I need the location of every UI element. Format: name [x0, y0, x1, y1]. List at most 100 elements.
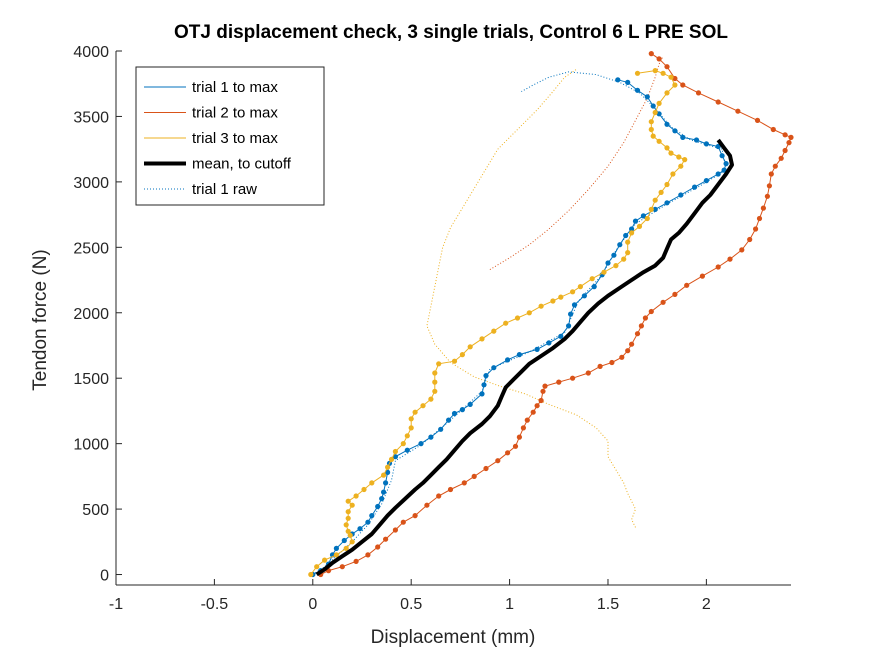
- data-point: [408, 425, 414, 431]
- data-point: [660, 70, 666, 76]
- data-point: [520, 425, 527, 431]
- data-point: [636, 223, 643, 229]
- data-point: [322, 557, 328, 563]
- data-point: [538, 303, 544, 309]
- data-point: [625, 348, 631, 354]
- data-point: [719, 153, 725, 159]
- y-tick-label: 2500: [73, 240, 109, 257]
- data-point: [735, 108, 741, 114]
- data-point: [392, 448, 398, 455]
- data-point: [703, 178, 710, 184]
- x-tick-label: 2: [702, 596, 711, 613]
- data-point: [404, 447, 410, 453]
- data-point: [678, 163, 684, 169]
- data-point: [566, 323, 572, 329]
- series-mean-to-cutoff: [315, 138, 734, 577]
- data-point: [597, 363, 603, 369]
- data-point: [648, 206, 654, 212]
- data-point: [682, 157, 688, 163]
- y-tick-label: 1500: [73, 371, 109, 388]
- data-point: [782, 147, 788, 154]
- data-point: [479, 336, 485, 342]
- data-point: [568, 311, 574, 317]
- y-tick-label: 3000: [73, 175, 109, 192]
- data-point: [601, 269, 607, 275]
- data-point: [451, 410, 458, 417]
- data-point: [381, 489, 387, 495]
- legend-label: trial 1 to max: [192, 79, 278, 96]
- data-point: [345, 528, 351, 534]
- data-point: [715, 171, 721, 177]
- data-point: [727, 256, 733, 262]
- data-point: [629, 230, 635, 236]
- data-point: [642, 315, 649, 321]
- data-point: [664, 181, 670, 188]
- data-point: [361, 486, 367, 493]
- data-point: [664, 64, 670, 70]
- data-point: [550, 298, 556, 304]
- data-point: [467, 401, 473, 407]
- data-point: [353, 493, 359, 499]
- data-point: [585, 370, 591, 376]
- data-point: [615, 77, 621, 83]
- series-line: [315, 138, 734, 577]
- data-point: [479, 391, 485, 397]
- data-point: [609, 359, 615, 366]
- data-point: [658, 189, 664, 195]
- legend-box: [135, 66, 325, 206]
- data-point: [349, 539, 355, 545]
- data-point: [768, 171, 774, 177]
- data-point: [656, 100, 662, 106]
- data-point: [483, 465, 489, 472]
- data-point: [428, 434, 434, 440]
- data-point: [571, 302, 578, 308]
- data-point: [664, 200, 670, 206]
- data-point: [349, 502, 355, 508]
- data-point: [400, 441, 406, 447]
- chart-title: OTJ displacement check, 3 single trials,…: [174, 22, 728, 43]
- data-point: [605, 260, 611, 266]
- data-point: [672, 291, 678, 297]
- data-point: [703, 141, 710, 147]
- data-point: [753, 226, 759, 232]
- data-point: [672, 128, 678, 134]
- data-point: [684, 282, 690, 288]
- data-point: [640, 213, 647, 219]
- data-point: [534, 346, 540, 352]
- legend-label: mean, to cutoff: [192, 156, 292, 173]
- data-point: [436, 493, 442, 499]
- data-point: [625, 239, 631, 245]
- data-point: [514, 315, 521, 321]
- y-tick-label: 500: [82, 502, 109, 519]
- data-point: [695, 90, 702, 96]
- data-point: [365, 519, 371, 525]
- data-point: [345, 498, 351, 504]
- data-point: [660, 299, 666, 305]
- data-point: [648, 308, 654, 315]
- legend-label: trial 1 raw: [192, 181, 257, 198]
- data-point: [770, 126, 776, 133]
- data-point: [432, 370, 438, 376]
- data-point: [459, 407, 465, 413]
- data-point: [747, 236, 753, 243]
- data-point: [652, 197, 658, 203]
- data-point: [542, 383, 548, 389]
- data-point: [623, 232, 629, 239]
- data-point: [412, 513, 418, 519]
- data-point: [764, 193, 771, 199]
- data-point: [505, 357, 511, 363]
- data-point: [760, 205, 767, 211]
- data-point: [668, 74, 674, 80]
- data-point: [341, 537, 347, 544]
- data-point: [459, 352, 465, 358]
- data-point: [664, 145, 670, 151]
- y-tick-label: 1000: [73, 437, 109, 454]
- data-point: [412, 409, 418, 415]
- series-unlabeled-5: [426, 68, 637, 528]
- data-point: [424, 502, 430, 508]
- data-point: [546, 340, 552, 346]
- data-point: [634, 70, 641, 76]
- data-point: [721, 167, 727, 173]
- data-point: [375, 503, 381, 510]
